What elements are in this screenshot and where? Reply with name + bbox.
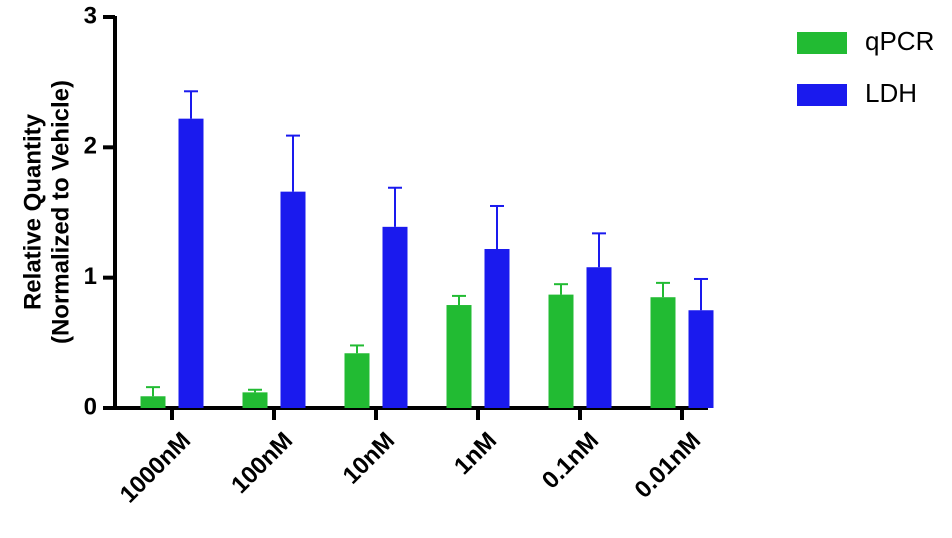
category-labels: 1000nM 100nM 10nM 1nM 0.1nM 0.01nM	[115, 427, 706, 508]
legend-label-ldh: LDH	[865, 78, 917, 108]
category-label: 0.01nM	[629, 427, 706, 504]
y-tick-label: 0	[84, 393, 97, 420]
legend-swatch-qpcr	[797, 32, 847, 54]
bar-ldh-0_1nM	[586, 267, 612, 408]
y-axis-label: Relative Quantity (Normalized to Vehicle)	[19, 80, 74, 344]
y-tick-label: 1	[84, 263, 97, 290]
y-tick-label: 2	[84, 133, 97, 160]
category-label: 0.1nM	[537, 427, 604, 494]
category-label: 10nM	[338, 427, 400, 489]
category-label: 1000nM	[115, 427, 196, 508]
bar-qpcr-0_1nM	[548, 294, 574, 408]
bar-ldh-1nM	[484, 248, 510, 408]
bar-qpcr-100nM	[242, 392, 268, 408]
bar-ldh-0_01nM	[688, 310, 714, 408]
y-axis-label-line-2: (Normalized to Vehicle)	[47, 80, 74, 344]
y-axis: 0 1 2 3	[84, 2, 117, 420]
bar-ldh-100nM	[280, 191, 306, 408]
bars	[140, 90, 714, 408]
legend-swatch-ldh	[797, 84, 847, 106]
bar-qpcr-0_01nM	[650, 297, 676, 408]
y-tick-label: 3	[84, 2, 97, 29]
bar-qpcr-10nM	[344, 353, 370, 408]
legend-label-qpcr: qPCR	[865, 26, 934, 56]
y-axis-label-line-1: Relative Quantity	[19, 113, 46, 310]
bar-ldh-10nM	[382, 226, 408, 408]
bar-ldh-1000nM	[178, 118, 204, 408]
category-label: 1nM	[449, 427, 502, 480]
category-label: 100nM	[226, 427, 298, 499]
legend: qPCR LDH	[797, 26, 934, 108]
bar-qpcr-1nM	[446, 305, 472, 408]
bar-qpcr-1000nM	[140, 396, 166, 408]
x-axis	[113, 406, 708, 420]
